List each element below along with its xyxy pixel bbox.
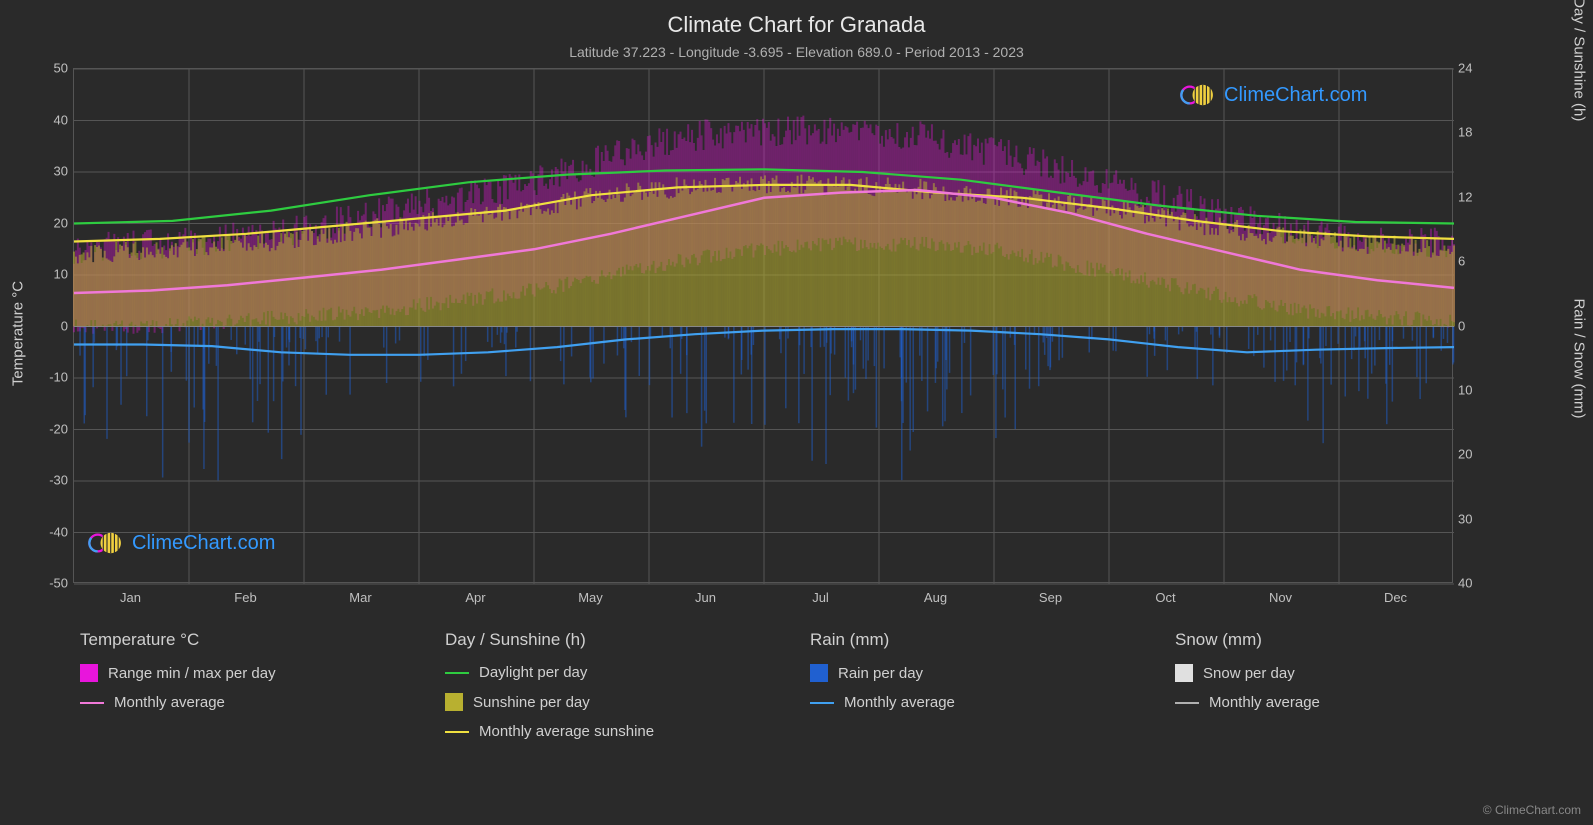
legend-item: Range min / max per day [80, 664, 425, 682]
y-tick-right-bot: 30 [1458, 511, 1498, 526]
y-axis-left-title: Temperature °C [10, 281, 27, 386]
x-tick-month: Dec [1384, 590, 1407, 605]
watermark-bottom: ClimeChart.com [88, 530, 275, 556]
legend-item: Monthly average [1175, 694, 1520, 711]
y-tick-left: -10 [28, 370, 68, 385]
y-tick-left: -30 [28, 473, 68, 488]
y-tick-right-top: 18 [1458, 125, 1498, 140]
chart-title: Climate Chart for Granada [0, 0, 1593, 38]
legend-group: Rain (mm) Rain per day Monthly average [810, 630, 1155, 752]
y-tick-left: 20 [28, 215, 68, 230]
legend-line-swatch [80, 702, 104, 704]
chart-svg [74, 69, 1452, 582]
y-tick-left: -20 [28, 421, 68, 436]
y-tick-left: 50 [28, 61, 68, 76]
legend-item: Monthly average sunshine [445, 723, 790, 740]
x-tick-month: Jan [120, 590, 141, 605]
y-axis-right-top-title: Day / Sunshine (h) [1571, 0, 1588, 121]
legend-label: Snow per day [1203, 665, 1295, 682]
legend-item: Sunshine per day [445, 693, 790, 711]
legend-header: Day / Sunshine (h) [445, 630, 790, 650]
legend-header: Snow (mm) [1175, 630, 1520, 650]
y-tick-left: -40 [28, 524, 68, 539]
legend-item: Snow per day [1175, 664, 1520, 682]
y-tick-left: -50 [28, 576, 68, 591]
x-tick-month: Feb [234, 590, 256, 605]
legend-item: Monthly average [80, 694, 425, 711]
y-tick-right-bot: 40 [1458, 576, 1498, 591]
legend: Temperature °C Range min / max per day Mon… [80, 630, 1520, 752]
plot-area [73, 68, 1453, 583]
x-tick-month: Aug [924, 590, 947, 605]
x-tick-month: Oct [1155, 590, 1175, 605]
x-tick-month: Jun [695, 590, 716, 605]
x-tick-month: May [578, 590, 603, 605]
y-tick-right-bot: 20 [1458, 447, 1498, 462]
legend-item: Daylight per day [445, 664, 790, 681]
legend-swatch [810, 664, 828, 682]
legend-label: Monthly average [1209, 694, 1320, 711]
y-tick-right-top: 24 [1458, 61, 1498, 76]
y-tick-right-bot: 10 [1458, 382, 1498, 397]
legend-label: Rain per day [838, 665, 923, 682]
watermark-text: ClimeChart.com [132, 532, 275, 555]
y-tick-right-top: 0 [1458, 318, 1498, 333]
x-tick-month: Mar [349, 590, 371, 605]
y-tick-left: 0 [28, 318, 68, 333]
legend-header: Rain (mm) [810, 630, 1155, 650]
legend-label: Monthly average sunshine [479, 723, 654, 740]
legend-group: Day / Sunshine (h) Daylight per day Sunshi… [445, 630, 790, 752]
legend-line-swatch [810, 702, 834, 704]
legend-swatch [80, 664, 98, 682]
legend-line-swatch [445, 672, 469, 674]
climate-chart: Climate Chart for Granada Latitude 37.22… [0, 0, 1593, 825]
legend-group: Temperature °C Range min / max per day Mon… [80, 630, 425, 752]
legend-label: Range min / max per day [108, 665, 276, 682]
x-tick-month: Nov [1269, 590, 1292, 605]
legend-label: Monthly average [114, 694, 225, 711]
x-tick-month: Sep [1039, 590, 1062, 605]
legend-header: Temperature °C [80, 630, 425, 650]
legend-item: Rain per day [810, 664, 1155, 682]
watermark-text: ClimeChart.com [1224, 84, 1367, 107]
legend-line-swatch [445, 731, 469, 733]
rain-bars [80, 327, 1454, 481]
legend-label: Monthly average [844, 694, 955, 711]
legend-label: Daylight per day [479, 664, 587, 681]
climechart-logo-icon [88, 530, 126, 556]
copyright: © ClimeChart.com [1483, 803, 1581, 817]
legend-label: Sunshine per day [473, 694, 590, 711]
legend-swatch [1175, 664, 1193, 682]
chart-subtitle: Latitude 37.223 - Longitude -3.695 - Ele… [0, 38, 1593, 60]
climechart-logo-icon [1180, 82, 1218, 108]
legend-swatch [445, 693, 463, 711]
y-tick-right-top: 12 [1458, 189, 1498, 204]
y-tick-left: 10 [28, 267, 68, 282]
watermark-top: ClimeChart.com [1180, 82, 1367, 108]
x-tick-month: Apr [465, 590, 485, 605]
x-tick-month: Jul [812, 590, 829, 605]
y-tick-left: 40 [28, 112, 68, 127]
legend-item: Monthly average [810, 694, 1155, 711]
y-tick-right-top: 6 [1458, 254, 1498, 269]
y-axis-right-bot-title: Rain / Snow (mm) [1571, 298, 1588, 418]
legend-line-swatch [1175, 702, 1199, 704]
y-tick-left: 30 [28, 164, 68, 179]
legend-group: Snow (mm) Snow per day Monthly average [1175, 630, 1520, 752]
